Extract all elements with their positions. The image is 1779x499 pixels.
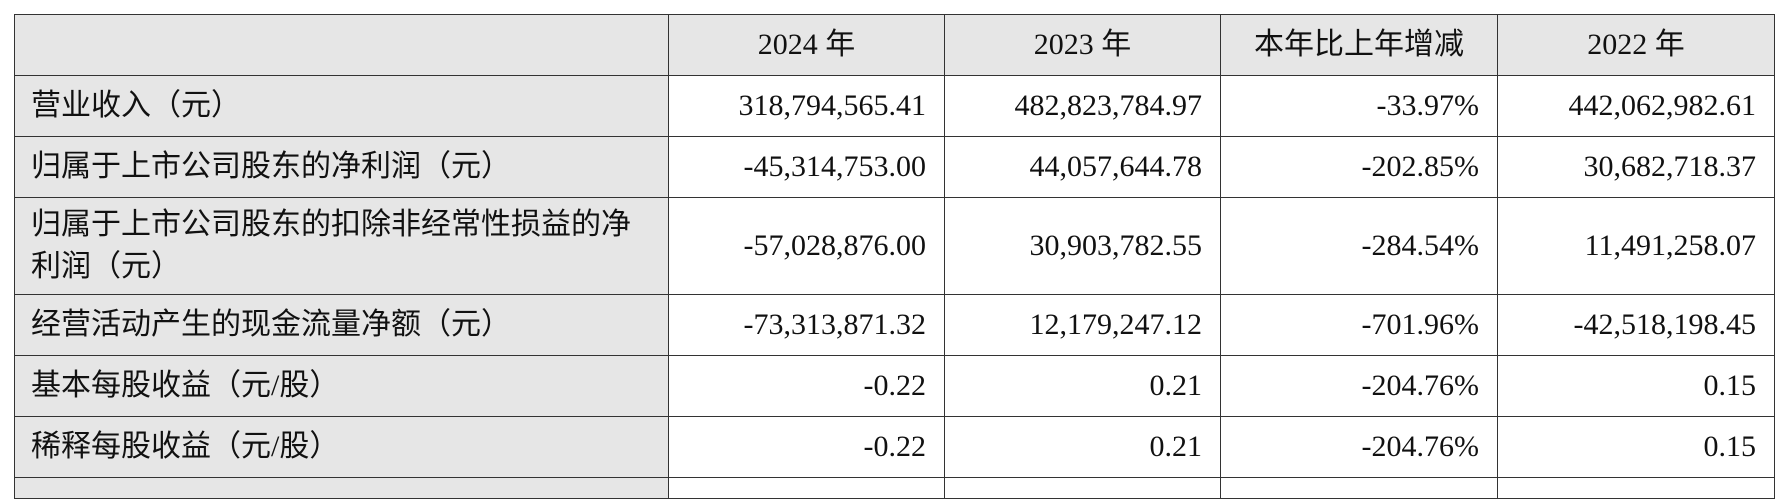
header-cell — [14, 14, 669, 76]
value-cell: 12,179,247.12 — [944, 294, 1221, 356]
value-cell: 318,794,565.41 — [668, 75, 945, 137]
data-row: 基本每股收益（元/股） -0.22 0.21 -204.76% 0.15 — [14, 355, 1775, 417]
value-cell — [668, 477, 945, 499]
header-cell: 2022 年 — [1497, 14, 1775, 76]
header-cell: 本年比上年增减 — [1220, 14, 1498, 76]
value-cell: 0.21 — [944, 416, 1221, 478]
value-cell: 30,682,718.37 — [1497, 136, 1775, 198]
value-cell: -0.22 — [668, 416, 945, 478]
value-cell: -284.54% — [1220, 197, 1498, 295]
value-cell: 0.15 — [1497, 416, 1775, 478]
value-cell: -73,313,871.32 — [668, 294, 945, 356]
data-row: 营业收入（元） 318,794,565.41 482,823,784.97 -33.9… — [14, 75, 1775, 137]
value-cell — [1220, 477, 1498, 499]
row-label — [14, 477, 669, 499]
value-cell: -33.97% — [1220, 75, 1498, 137]
value-cell: -204.76% — [1220, 416, 1498, 478]
value-cell: 0.15 — [1497, 355, 1775, 417]
value-cell: 30,903,782.55 — [944, 197, 1221, 295]
partial-row — [14, 477, 1775, 499]
data-row: 稀释每股收益（元/股） -0.22 0.21 -204.76% 0.15 — [14, 416, 1775, 478]
row-label: 经营活动产生的现金流量净额（元） — [14, 294, 669, 356]
row-label: 稀释每股收益（元/股） — [14, 416, 669, 478]
value-cell: 482,823,784.97 — [944, 75, 1221, 137]
header-cell: 2023 年 — [944, 14, 1221, 76]
value-cell: -202.85% — [1220, 136, 1498, 198]
value-cell: 11,491,258.07 — [1497, 197, 1775, 295]
value-cell — [1497, 477, 1775, 499]
value-cell: -57,028,876.00 — [668, 197, 945, 295]
value-cell: 44,057,644.78 — [944, 136, 1221, 198]
value-cell: -42,518,198.45 — [1497, 294, 1775, 356]
financial-table: 2024 年 2023 年本年比上年增减 2022 年营业收入（元） 318,794,… — [14, 14, 1775, 499]
value-cell: -204.76% — [1220, 355, 1498, 417]
data-row: 归属于上市公司股东的扣除非经常性损益的净利润（元） -57,028,876.00 3… — [14, 197, 1775, 295]
header-row: 2024 年 2023 年本年比上年增减 2022 年 — [14, 14, 1775, 76]
row-label: 营业收入（元） — [14, 75, 669, 137]
value-cell: -701.96% — [1220, 294, 1498, 356]
value-cell: -45,314,753.00 — [668, 136, 945, 198]
row-label: 归属于上市公司股东的净利润（元） — [14, 136, 669, 198]
row-label: 归属于上市公司股东的扣除非经常性损益的净利润（元） — [14, 197, 669, 295]
value-cell — [944, 477, 1221, 499]
value-cell: -0.22 — [668, 355, 945, 417]
header-cell: 2024 年 — [668, 14, 945, 76]
value-cell: 442,062,982.61 — [1497, 75, 1775, 137]
row-label: 基本每股收益（元/股） — [14, 355, 669, 417]
value-cell: 0.21 — [944, 355, 1221, 417]
data-row: 经营活动产生的现金流量净额（元） -73,313,871.32 12,179,247… — [14, 294, 1775, 356]
data-row: 归属于上市公司股东的净利润（元） -45,314,753.00 44,057,644… — [14, 136, 1775, 198]
